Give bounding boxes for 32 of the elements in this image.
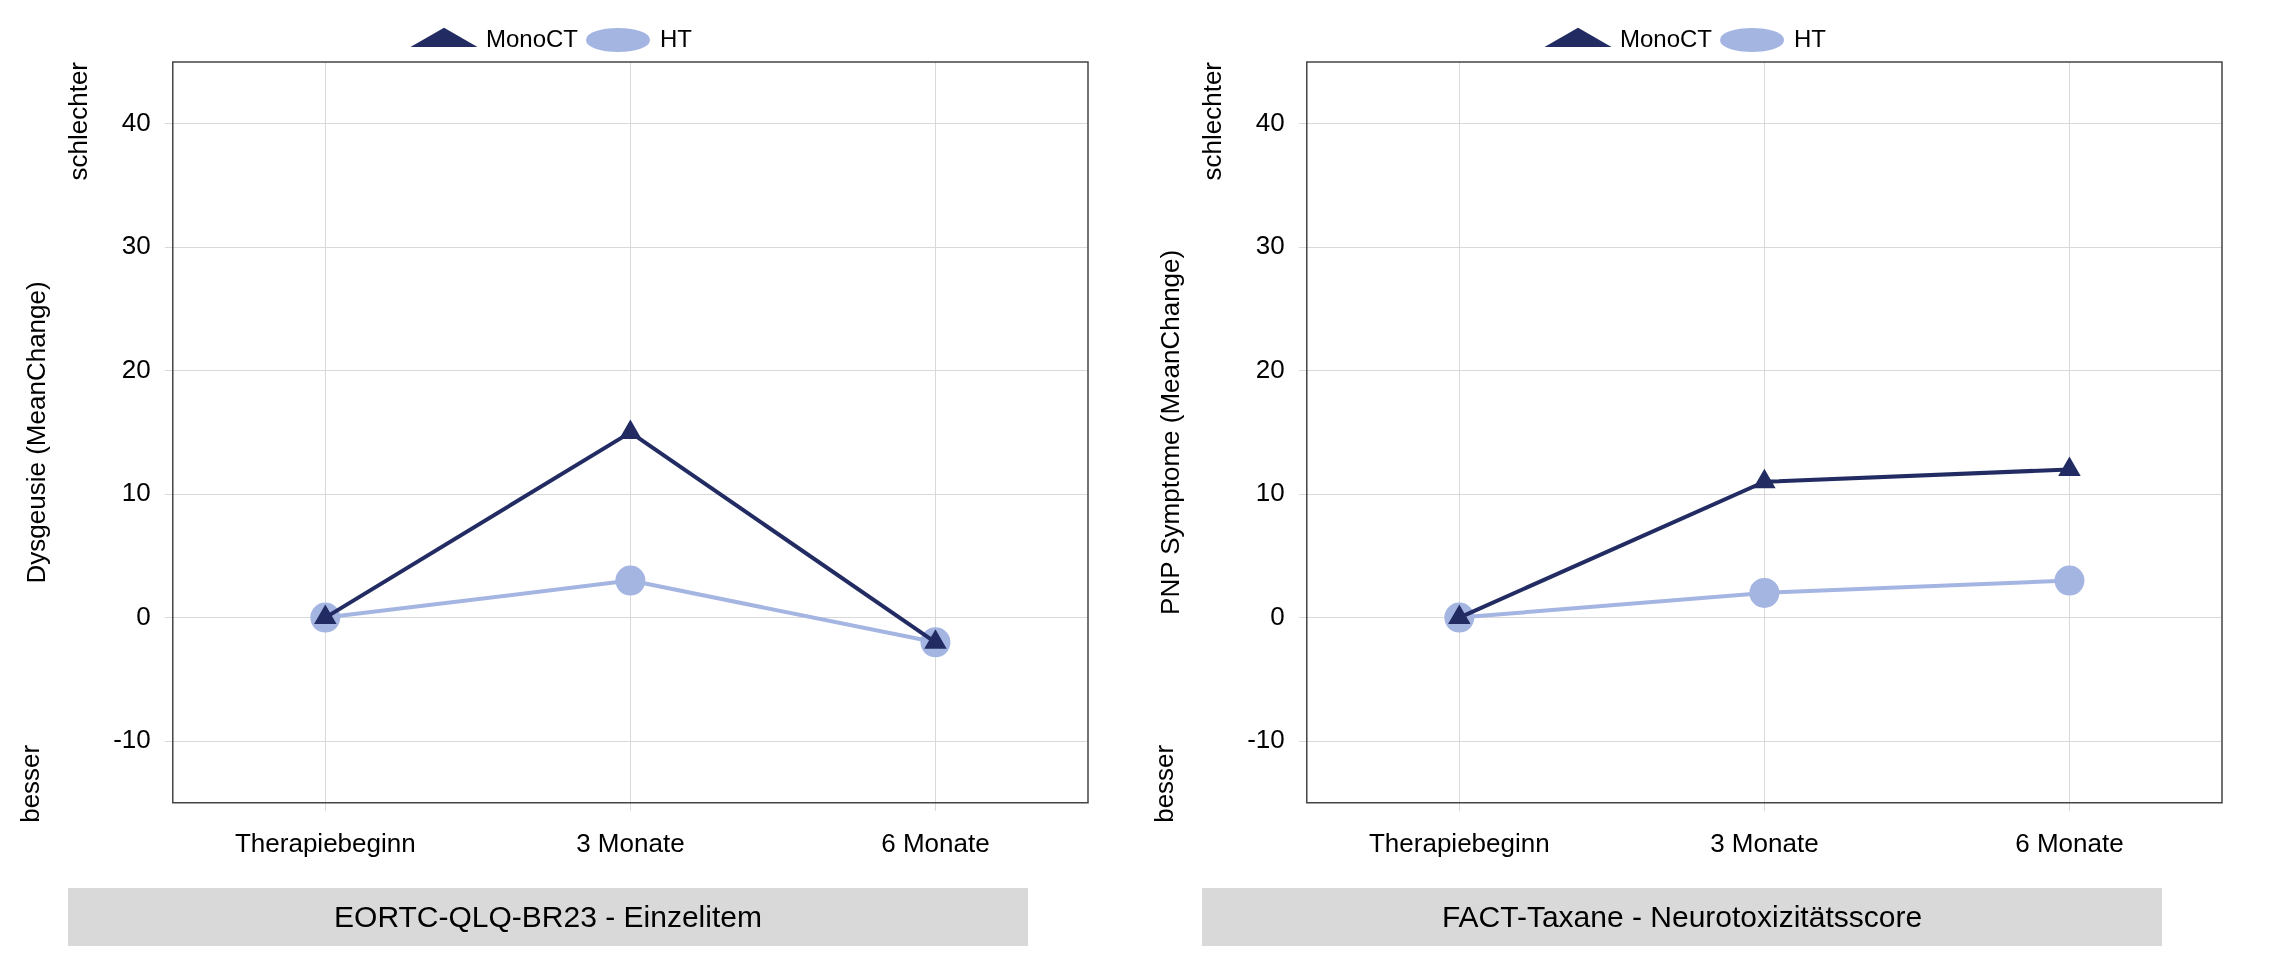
x-tick-label: Therapiebeginn bbox=[234, 827, 416, 858]
x-tick-label: Therapiebeginn bbox=[1368, 827, 1550, 858]
y-tick-label: 40 bbox=[121, 106, 151, 137]
x-tick-label: 6 Monate bbox=[2015, 827, 2124, 858]
legend-label: MonoCT bbox=[1619, 24, 1713, 52]
y-tick-label: 10 bbox=[121, 477, 151, 508]
y-axis-title: Dysgeusie (MeanChange) bbox=[20, 281, 51, 584]
y-tick-label: -10 bbox=[1247, 724, 1285, 755]
y-tick-label: 10 bbox=[1255, 477, 1285, 508]
y-tick-label: 20 bbox=[1255, 353, 1285, 384]
x-tick-label: 3 Monate bbox=[1710, 827, 1819, 858]
y-tick-label: 0 bbox=[1270, 600, 1285, 631]
text: EORTC-QLQ-BR23 - Einzelitem bbox=[68, 888, 1028, 946]
text: besser bbox=[15, 744, 46, 823]
legend-label: HT bbox=[1794, 24, 1827, 52]
y-tick-label: 30 bbox=[1255, 230, 1285, 261]
text: schlechter bbox=[63, 61, 94, 181]
text: besser bbox=[1149, 744, 1180, 823]
y-tick-label: 0 bbox=[136, 600, 151, 631]
y-axis-title: PNP Symptome (MeanChange) bbox=[1154, 249, 1185, 615]
x-tick-label: 6 Monate bbox=[881, 827, 990, 858]
legend-label: MonoCT bbox=[485, 24, 579, 52]
legend-label: HT bbox=[660, 24, 693, 52]
point bbox=[620, 421, 641, 439]
text: schlechter bbox=[1197, 61, 1228, 181]
y-tick-label: -10 bbox=[113, 724, 151, 755]
text: FACT-Taxane - Neurotoxizitätsscore bbox=[1202, 888, 2162, 946]
y-tick-label: 40 bbox=[1255, 106, 1285, 137]
y-tick-label: 20 bbox=[121, 353, 151, 384]
y-tick-label: 30 bbox=[121, 230, 151, 261]
point bbox=[615, 565, 646, 596]
x-tick-label: 3 Monate bbox=[576, 827, 685, 858]
